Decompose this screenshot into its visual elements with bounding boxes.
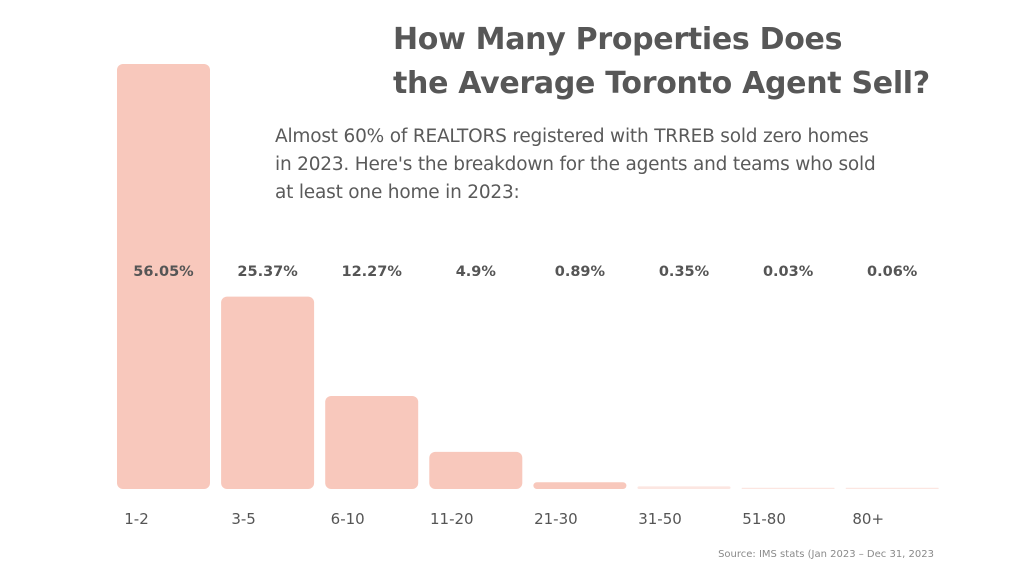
value-label-11-20: 4.9% [456, 264, 497, 280]
value-label-6-10: 12.27% [341, 264, 402, 280]
bar-6-10 [325, 395, 419, 489]
category-label-31-50: 31-50 [638, 510, 682, 528]
value-label-21-30: 0.89% [555, 264, 606, 280]
category-label-21-30: 21-30 [534, 510, 578, 528]
title-line-1: How Many Properties Does [393, 22, 843, 57]
subtitle-line-3: at least one home in 2023: [275, 182, 520, 203]
chart-title: How Many Properties Does the Average Tor… [393, 18, 993, 106]
category-label-51-80: 51-80 [742, 510, 786, 528]
bar-51-80 [741, 487, 835, 489]
category-label-11-20: 11-20 [430, 510, 474, 528]
value-label-1-2: 56.05% [133, 264, 194, 280]
value-label-51-80: 0.03% [763, 264, 814, 280]
bar-11-20 [429, 451, 523, 489]
chart-subtitle: Almost 60% of REALTORS registered with T… [275, 123, 965, 207]
source-note: Source: IMS stats (Jan 2023 – Dec 31, 20… [718, 549, 934, 560]
subtitle-line-1: Almost 60% of REALTORS registered with T… [275, 126, 869, 147]
bar-3-5 [221, 296, 315, 489]
bar-21-30 [533, 482, 627, 489]
category-label-80+: 80+ [852, 510, 884, 528]
value-label-80+: 0.06% [867, 264, 918, 280]
bar-80+ [845, 487, 939, 489]
value-label-31-50: 0.35% [659, 264, 710, 280]
category-label-1-2: 1-2 [124, 510, 149, 528]
category-label-6-10: 6-10 [331, 510, 365, 528]
value-labels-group: 56.05% 25.37% 12.27% 4.9% 0.89% 0.35% 0.03% 0.0… [133, 264, 918, 280]
bar-1-2 [117, 64, 210, 489]
category-labels-group: 1-2 3-5 6-10 11-20 21-30 31-50 51-80 80+ [124, 510, 884, 528]
value-label-3-5: 25.37% [237, 264, 298, 280]
title-line-2: the Average Toronto Agent Sell? [393, 66, 930, 101]
bar-31-50 [637, 486, 731, 489]
bars-group [117, 64, 939, 489]
category-label-3-5: 3-5 [231, 510, 256, 528]
subtitle-line-2: in 2023. Here's the breakdown for the ag… [275, 154, 876, 175]
